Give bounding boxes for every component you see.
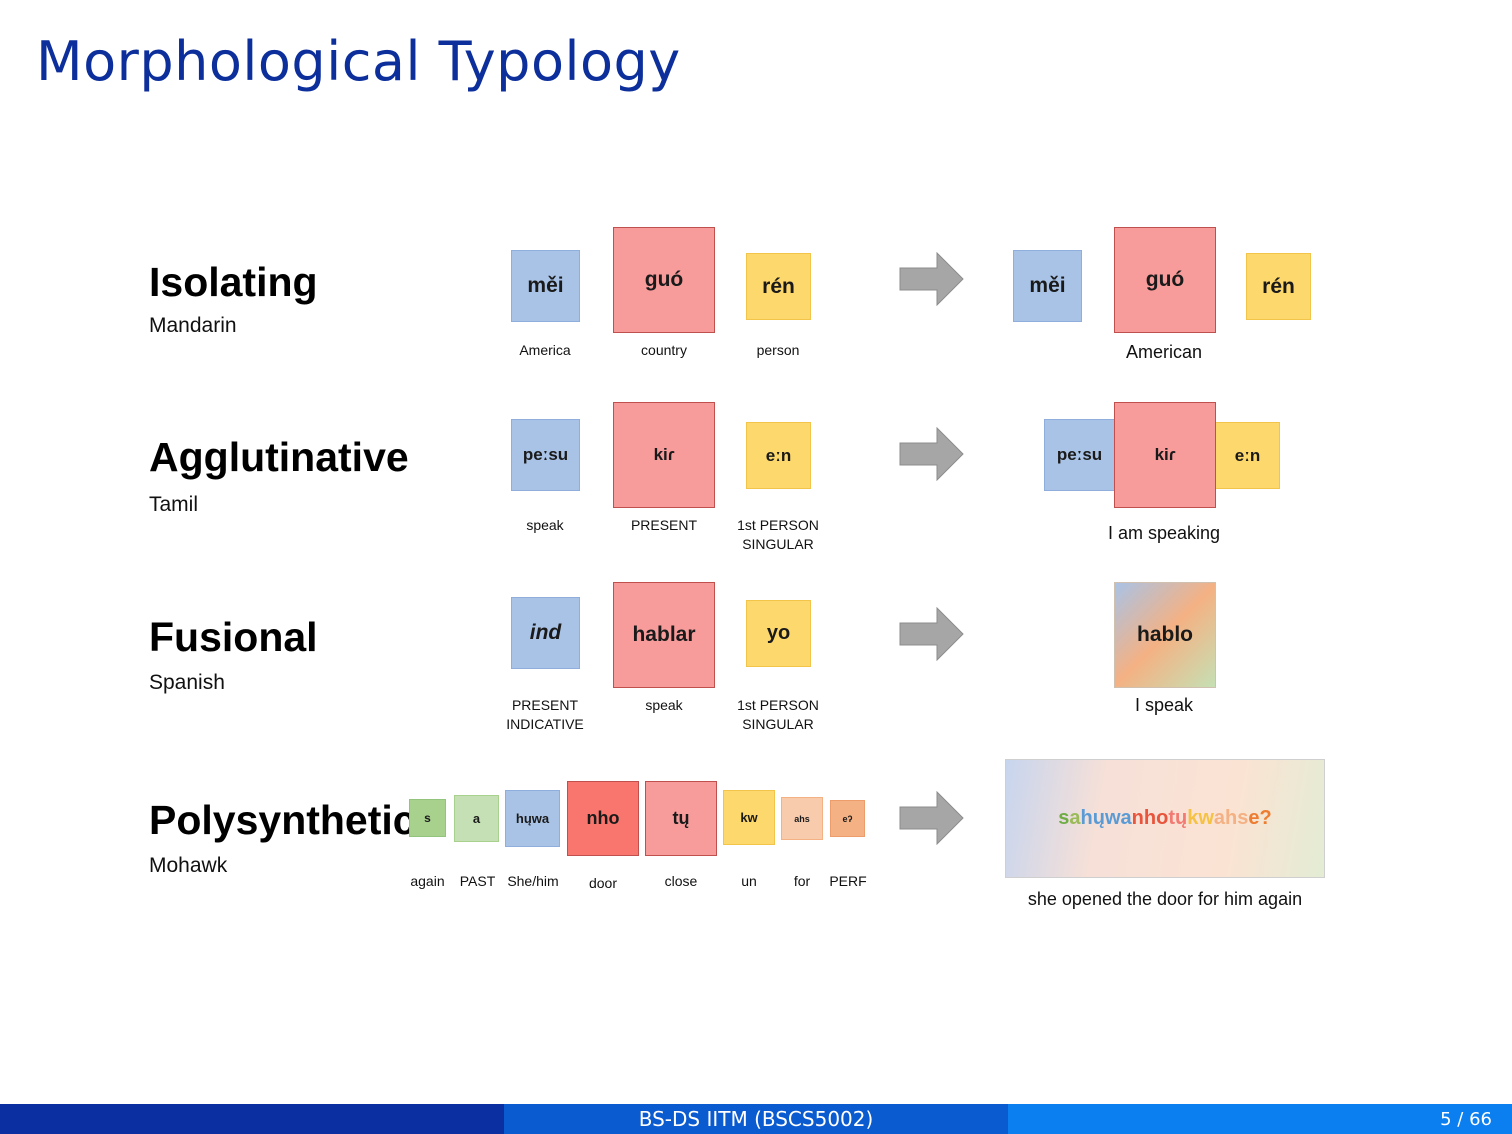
arrow-right-icon <box>899 252 964 306</box>
translation-label: American <box>1125 342 1203 362</box>
gloss-label: country <box>641 342 687 358</box>
word-part: s <box>1058 807 1070 829</box>
gloss-label: PRESENT INDICATIVE <box>506 697 584 732</box>
word-part: kw <box>1187 807 1214 829</box>
translation-label: I speak <box>1134 695 1194 715</box>
morpheme-box: guó <box>613 227 715 333</box>
morpheme-box: hablar <box>613 582 715 688</box>
morpheme-box: eːn <box>746 422 811 489</box>
gloss-label: speak <box>526 517 564 533</box>
morpheme-box: nho <box>567 781 639 856</box>
morpheme-box: ind <box>511 597 580 669</box>
word-part: ahs <box>1213 807 1249 829</box>
footer-left <box>0 1104 504 1134</box>
morpheme-box: měi <box>511 250 580 322</box>
gloss-label: America <box>519 342 571 358</box>
morpheme-box: peːsu <box>511 419 580 491</box>
morpheme-box: hųwa <box>505 790 560 847</box>
translation-label: I am speaking <box>1107 523 1221 543</box>
result-fused-box: hablo <box>1114 582 1216 688</box>
gloss-label: again <box>410 873 445 889</box>
morpheme-box: ahs <box>781 797 823 840</box>
gloss-label: speak <box>645 697 683 713</box>
gloss-label: She/him <box>507 873 559 889</box>
morpheme-box: kw <box>723 790 775 845</box>
agglutinative-language: Tamil <box>149 493 199 516</box>
footer-course: BS-DS IITM (BSCS5002) <box>504 1104 1008 1134</box>
translation-label: she opened the door for him again <box>1027 889 1303 909</box>
arrow-right-icon <box>899 427 964 481</box>
gloss-label: PAST <box>459 873 496 889</box>
result-morpheme-box: eːn <box>1215 422 1280 489</box>
word-part: a <box>1069 807 1081 829</box>
polysynthetic-label: Polysynthetic <box>149 797 416 843</box>
result-morpheme-box: guó <box>1114 227 1216 333</box>
gloss-label: for <box>793 873 811 889</box>
word-part: tų <box>1168 807 1188 829</box>
gloss-label: PRESENT <box>630 517 698 533</box>
slide-title: Morphological Typology <box>36 30 681 93</box>
result-word-box: s a hųwa nho tų kw ahs e? <box>1005 759 1325 878</box>
isolating-language: Mandarin <box>149 314 237 337</box>
arrow-right-icon <box>899 607 964 661</box>
fusional-language: Spanish <box>149 671 225 694</box>
gloss-label: un <box>741 873 757 889</box>
fusional-label: Fusional <box>149 614 318 660</box>
morpheme-box: eʔ <box>830 800 865 837</box>
polysynthetic-language: Mohawk <box>149 854 228 877</box>
morpheme-box: kiɾ <box>613 402 715 508</box>
page-number: 5 / 66 <box>1008 1104 1512 1134</box>
result-morpheme-box: rén <box>1246 253 1311 320</box>
gloss-label: PERF <box>829 873 867 889</box>
isolating-label: Isolating <box>149 259 318 305</box>
footer-bar: BS-DS IITM (BSCS5002) 5 / 66 <box>0 1104 1512 1134</box>
gloss-label: close <box>664 873 698 889</box>
morpheme-box: yo <box>746 600 811 667</box>
result-morpheme-box: měi <box>1013 250 1082 322</box>
gloss-label: 1st PERSON SINGULAR <box>737 697 819 732</box>
word-part: nho <box>1131 807 1169 829</box>
result-morpheme-box: kiɾ <box>1114 402 1216 508</box>
word-part: hųwa <box>1080 807 1132 829</box>
morpheme-box: tų <box>645 781 717 856</box>
morpheme-box: a <box>454 795 499 842</box>
morpheme-box: s <box>409 799 446 837</box>
gloss-label: 1st PERSON SINGULAR <box>737 517 819 552</box>
word-part: e? <box>1248 807 1272 829</box>
morpheme-box: rén <box>746 253 811 320</box>
result-morpheme-box: peːsu <box>1044 419 1115 491</box>
gloss-label: door <box>588 875 618 891</box>
agglutinative-label: Agglutinative <box>149 434 409 480</box>
arrow-right-icon <box>899 791 964 845</box>
gloss-label: person <box>756 342 800 358</box>
